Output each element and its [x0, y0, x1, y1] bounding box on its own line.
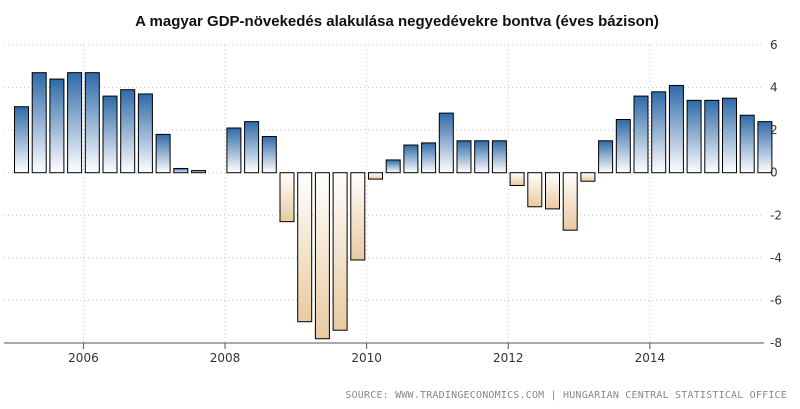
bar	[261, 136, 277, 174]
bar	[598, 140, 614, 174]
bar	[297, 172, 313, 323]
x-tick-label: 2010	[351, 351, 382, 365]
bar	[704, 99, 720, 174]
y-tick-label: -8	[770, 336, 782, 350]
y-tick-label: 6	[770, 38, 778, 52]
bar	[314, 172, 330, 340]
bar	[385, 159, 401, 174]
x-tick-label: 2014	[635, 351, 666, 365]
y-tick-label: -4	[770, 251, 782, 265]
y-tick-label: -6	[770, 293, 782, 307]
bar	[102, 95, 118, 174]
bar	[474, 140, 490, 174]
bar	[562, 172, 578, 231]
bar	[686, 99, 702, 174]
bar	[633, 95, 649, 174]
bar	[757, 121, 773, 174]
bar	[368, 172, 383, 180]
x-tick-label: 2012	[493, 351, 524, 365]
bar	[491, 140, 507, 174]
bar	[545, 172, 560, 210]
bar	[14, 106, 29, 174]
bar	[651, 91, 667, 174]
bar	[279, 172, 295, 223]
bar	[580, 172, 596, 182]
bar	[67, 72, 83, 174]
y-tick-label: -2	[770, 208, 782, 222]
bar	[244, 121, 260, 174]
bar	[403, 144, 419, 174]
axes	[4, 342, 764, 349]
bar	[137, 93, 153, 174]
y-tick-label: 0	[770, 166, 778, 180]
x-tick-label: 2008	[210, 351, 241, 365]
bar	[49, 78, 65, 174]
bar	[31, 72, 47, 174]
bar	[739, 114, 755, 174]
bar	[438, 112, 454, 174]
bar	[155, 133, 171, 174]
tick-labels: 6 4 2 0 -2 -4 -6 -8 2006 2008 2010 2012 2014	[68, 38, 782, 365]
chart-title: A magyar GDP-növekedés alakulása negyedé…	[135, 13, 659, 30]
bar	[668, 84, 684, 174]
bar	[332, 172, 348, 331]
y-tick-label: 4	[770, 81, 778, 95]
source-note: SOURCE: WWW.TRADINGECONOMICS.COM | HUNGA…	[345, 390, 787, 401]
bar	[226, 127, 242, 174]
x-tick-label: 2006	[68, 351, 99, 365]
bar	[722, 97, 737, 174]
bar	[84, 72, 100, 174]
bar	[421, 142, 437, 174]
bar	[527, 172, 543, 208]
bars	[14, 72, 773, 340]
bar	[456, 140, 472, 174]
bar	[509, 172, 525, 186]
bar	[350, 172, 366, 261]
bar	[191, 170, 206, 174]
y-tick-label: 2	[770, 123, 778, 137]
grid-lines	[4, 44, 764, 344]
bar	[120, 89, 136, 174]
bar	[615, 119, 631, 174]
bar	[173, 167, 189, 174]
